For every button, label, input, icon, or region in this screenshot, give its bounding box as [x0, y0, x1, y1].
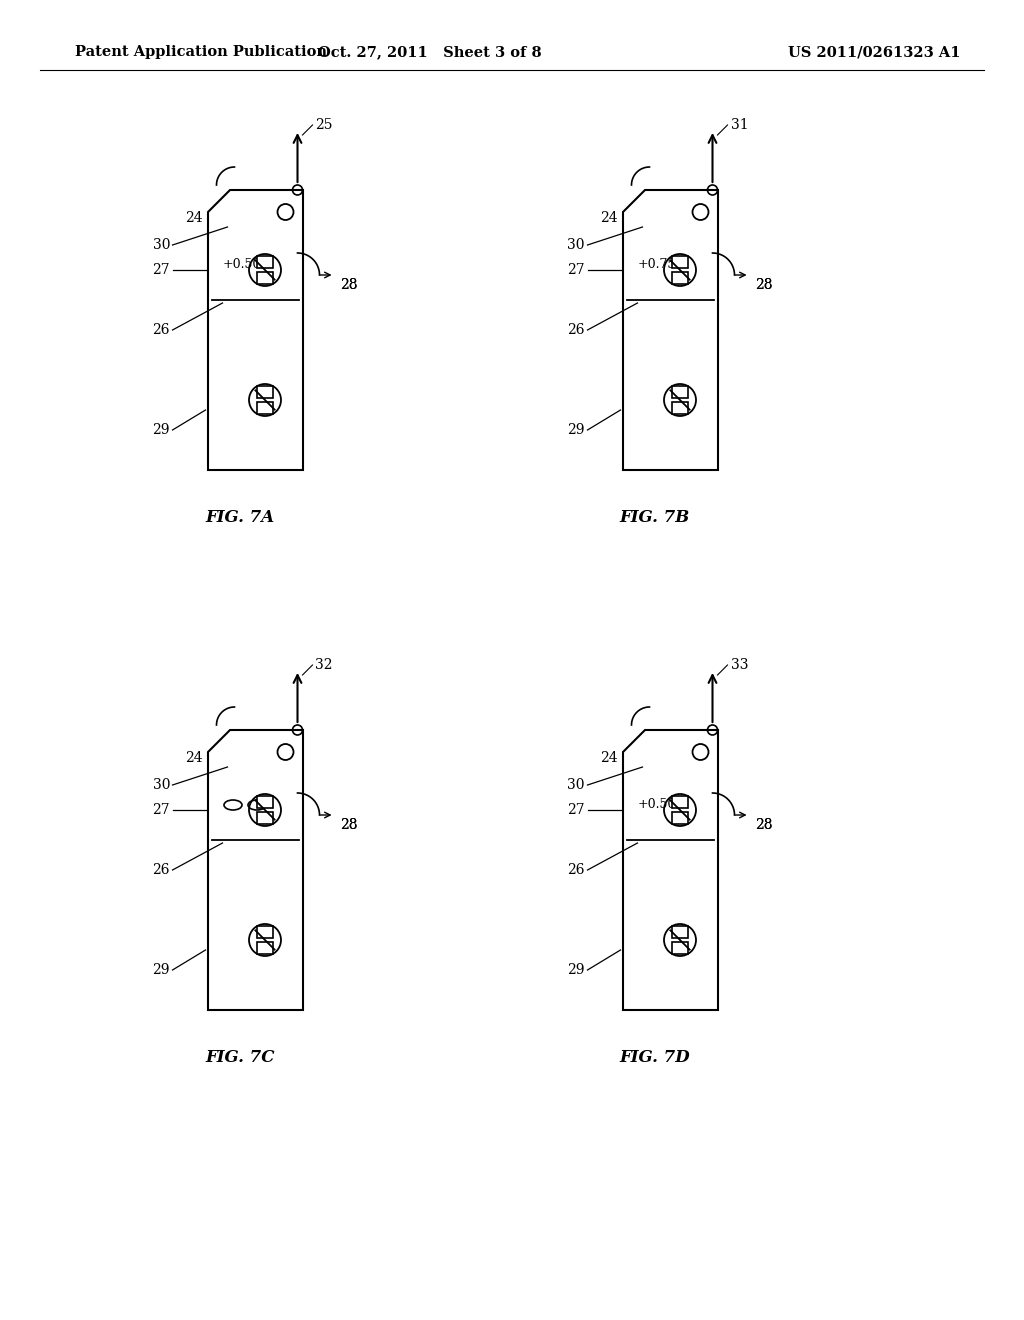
Text: 29: 29: [153, 422, 170, 437]
Text: 28: 28: [755, 818, 772, 832]
Bar: [672, 272, 688, 284]
Bar: [672, 927, 688, 937]
Ellipse shape: [224, 800, 242, 810]
Bar: [257, 387, 273, 397]
Text: 33: 33: [730, 657, 748, 672]
Text: US 2011/0261323 A1: US 2011/0261323 A1: [787, 45, 961, 59]
Text: 28: 28: [341, 818, 358, 832]
Bar: [672, 812, 688, 824]
Polygon shape: [623, 190, 718, 470]
Text: 25: 25: [315, 117, 333, 132]
Text: 28: 28: [341, 279, 358, 292]
Text: +0.75D: +0.75D: [638, 259, 686, 272]
Text: 29: 29: [567, 422, 585, 437]
Bar: [672, 403, 688, 413]
Text: FIG. 7B: FIG. 7B: [620, 510, 690, 527]
Text: Patent Application Publication: Patent Application Publication: [75, 45, 327, 59]
Ellipse shape: [248, 800, 266, 810]
Text: 30: 30: [153, 777, 170, 792]
Text: 24: 24: [600, 211, 617, 224]
Text: 26: 26: [567, 863, 585, 876]
Text: FIG. 7C: FIG. 7C: [205, 1049, 274, 1067]
Bar: [257, 942, 273, 953]
Bar: [672, 256, 688, 268]
Text: 24: 24: [185, 211, 203, 224]
Text: FIG. 7A: FIG. 7A: [206, 510, 274, 527]
Text: 26: 26: [153, 863, 170, 876]
Text: 30: 30: [567, 238, 585, 252]
Text: 24: 24: [185, 751, 203, 766]
Polygon shape: [208, 730, 302, 1010]
Text: 31: 31: [730, 117, 749, 132]
Bar: [257, 256, 273, 268]
Bar: [672, 942, 688, 953]
Text: 29: 29: [153, 964, 170, 977]
Bar: [257, 796, 273, 808]
Text: 27: 27: [153, 263, 170, 277]
Text: 28: 28: [756, 279, 773, 292]
Text: 27: 27: [567, 803, 585, 817]
Text: 29: 29: [567, 964, 585, 977]
Text: 27: 27: [153, 803, 170, 817]
Bar: [257, 927, 273, 937]
Text: 28: 28: [756, 818, 773, 832]
Text: 27: 27: [567, 263, 585, 277]
Polygon shape: [623, 730, 718, 1010]
Text: 32: 32: [315, 657, 333, 672]
Text: 26: 26: [153, 323, 170, 337]
Text: 30: 30: [153, 238, 170, 252]
Bar: [672, 387, 688, 397]
Text: Oct. 27, 2011   Sheet 3 of 8: Oct. 27, 2011 Sheet 3 of 8: [318, 45, 542, 59]
Text: +0.50D: +0.50D: [223, 259, 271, 272]
Text: 26: 26: [567, 323, 585, 337]
Text: 30: 30: [567, 777, 585, 792]
Text: 28: 28: [340, 279, 357, 292]
Text: 28: 28: [755, 279, 772, 292]
Text: 24: 24: [600, 751, 617, 766]
Polygon shape: [208, 190, 302, 470]
Bar: [257, 812, 273, 824]
Text: 28: 28: [340, 818, 357, 832]
Bar: [257, 272, 273, 284]
Bar: [257, 403, 273, 413]
Text: FIG. 7D: FIG. 7D: [620, 1049, 690, 1067]
Bar: [672, 796, 688, 808]
Text: +0.50D: +0.50D: [638, 799, 686, 812]
